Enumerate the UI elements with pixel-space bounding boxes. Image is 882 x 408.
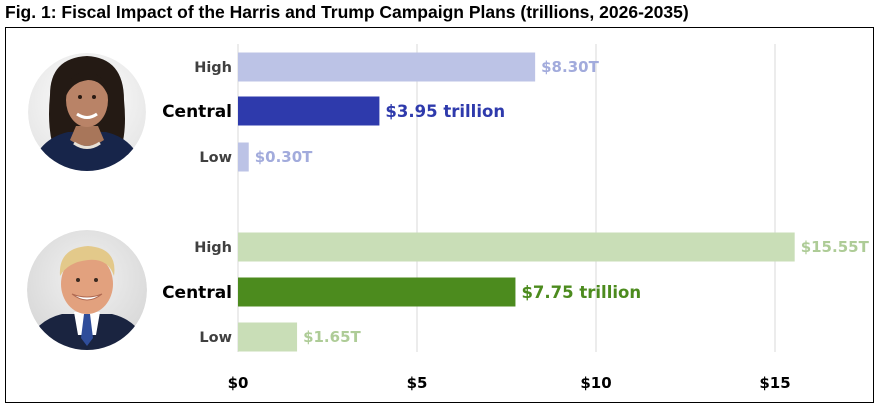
labels: High $8.30T Central $3.95 trillion Low $0.30T…: [162, 58, 869, 346]
category-label: High: [194, 60, 232, 76]
bar-trump-central: [238, 277, 516, 307]
x-tick-label: $10: [580, 374, 611, 392]
x-tick-label: $15: [759, 374, 790, 392]
chart-title: Fig. 1: Fiscal Impact of the Harris and …: [5, 2, 689, 22]
bar-trump-high: [238, 232, 795, 262]
category-label: Central: [162, 283, 232, 303]
data-label: $7.75 trillion: [521, 283, 641, 302]
bar-harris-high: [238, 52, 536, 82]
bars: [238, 52, 795, 352]
category-label: Low: [199, 150, 232, 166]
chart-frame: [5, 27, 874, 403]
category-label: High: [194, 240, 232, 256]
data-label: $0.30T: [255, 148, 313, 166]
category-label: Low: [199, 330, 232, 346]
bar-harris-low: [238, 142, 249, 172]
trump-photo: [27, 230, 147, 350]
x-axis-ticks: $0 $5 $10 $15: [228, 374, 791, 392]
bar-trump-low: [238, 322, 298, 352]
data-label: $3.95 trillion: [385, 102, 505, 121]
data-label: $1.65T: [303, 328, 361, 346]
harris-photo: [28, 53, 146, 171]
x-tick-label: $0: [228, 374, 249, 392]
data-label: $8.30T: [541, 58, 599, 76]
bar-harris-central: [238, 96, 380, 126]
x-tick-label: $5: [407, 374, 428, 392]
category-label: Central: [162, 102, 232, 122]
data-label: $15.55T: [801, 238, 870, 256]
